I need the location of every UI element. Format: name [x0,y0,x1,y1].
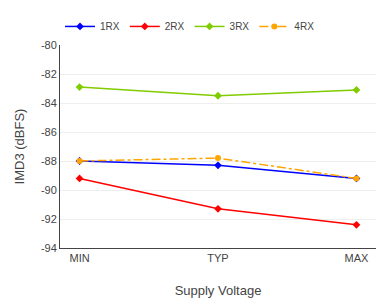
svg-text:4RX: 4RX [294,21,314,32]
svg-text:-86: -86 [41,126,57,138]
svg-text:MIN: MIN [69,252,89,264]
svg-text:-90: -90 [41,184,57,196]
svg-text:Supply Voltage: Supply Voltage [175,283,262,298]
svg-text:-80: -80 [41,39,57,51]
svg-text:3RX: 3RX [230,21,250,32]
svg-text:TYP: TYP [207,252,228,264]
svg-text:-94: -94 [41,242,57,254]
svg-text:1RX: 1RX [100,21,120,32]
svg-text:MAX: MAX [345,252,370,264]
svg-text:IMD3 (dBFS): IMD3 (dBFS) [12,109,27,185]
svg-text:-84: -84 [41,97,57,109]
svg-text:-82: -82 [41,68,57,80]
svg-text:-92: -92 [41,213,57,225]
svg-text:-88: -88 [41,155,57,167]
svg-text:2RX: 2RX [165,21,185,32]
